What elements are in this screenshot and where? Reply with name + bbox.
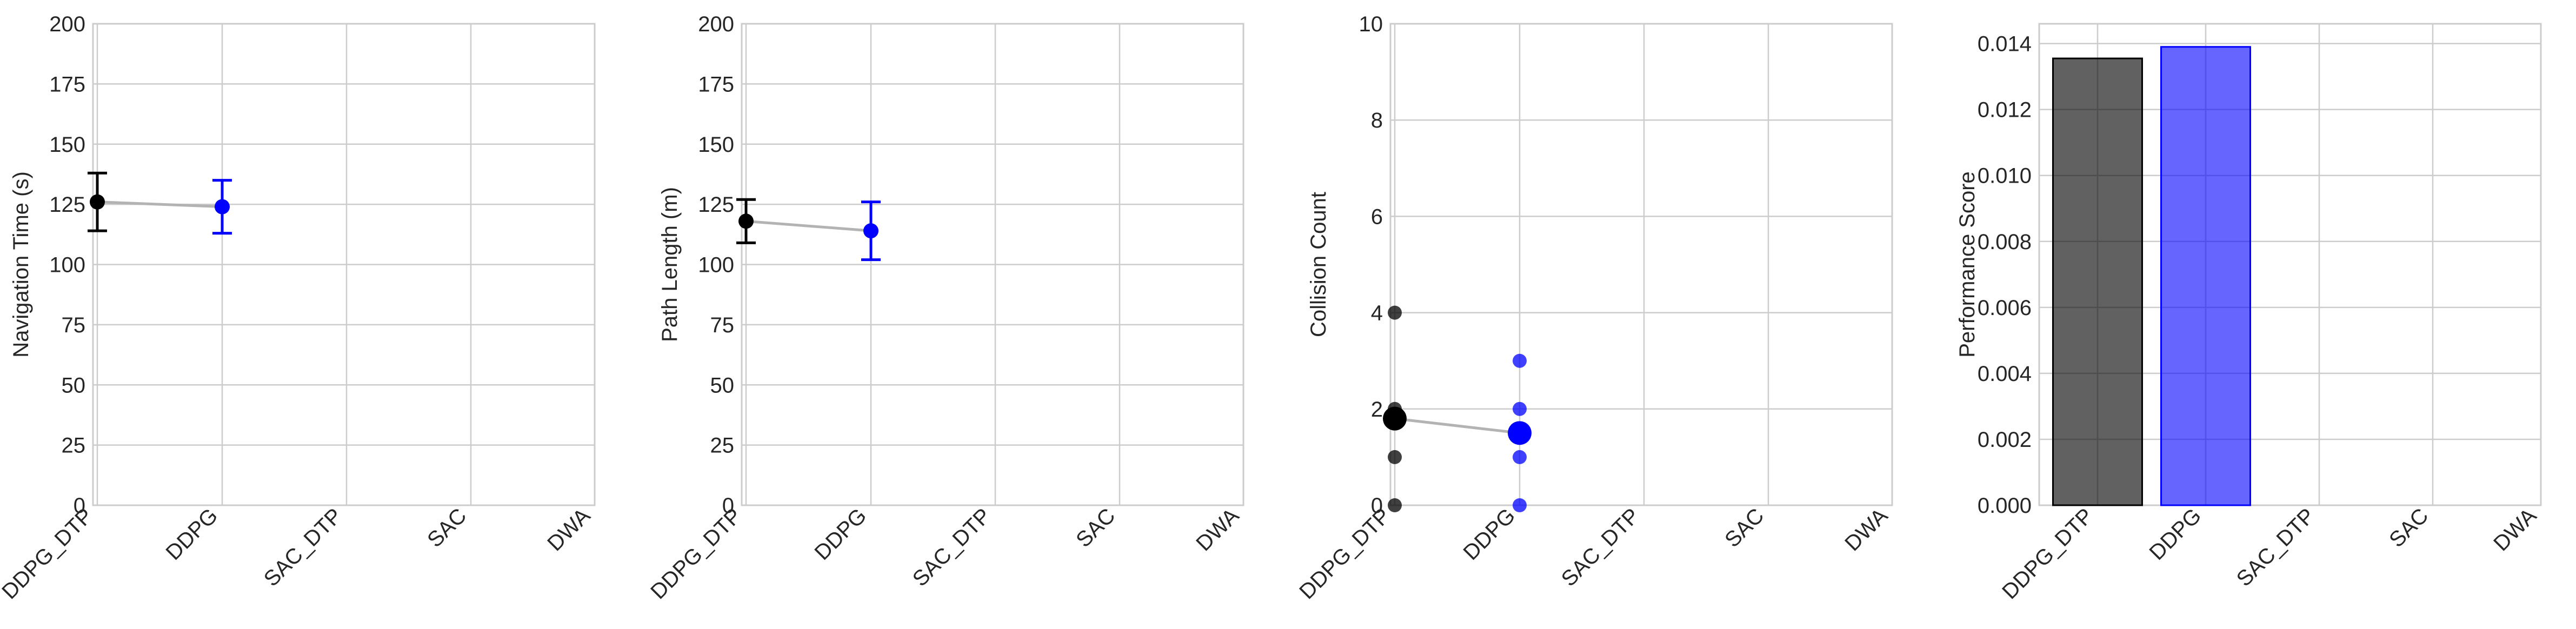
y-tick-label: 0.006 bbox=[1978, 296, 2032, 320]
panel-3: 0 2 4 6 8 10 DDPG_DTP DDPG SAC_DTP SAC DWA Collisio… bbox=[1295, 12, 1893, 604]
y-tick-label: 0.000 bbox=[1978, 494, 2032, 518]
x-tick-label: DDPG_DTP bbox=[646, 504, 746, 604]
trial-point-ddpg-dtp bbox=[1388, 305, 1402, 320]
y-tick-label: 125 bbox=[49, 193, 85, 217]
x-tick-label: SAC_DTP bbox=[2232, 504, 2320, 591]
x-tick-label: DWA bbox=[1192, 504, 1243, 556]
y-tick-label: 175 bbox=[698, 72, 734, 96]
mean-point-ddpg-dtp bbox=[1383, 406, 1407, 431]
x-tick-label: DDPG bbox=[810, 504, 871, 565]
x-tick-label: SAC_DTP bbox=[259, 504, 347, 591]
y-tick-label: 150 bbox=[698, 133, 734, 157]
bar-ddpg bbox=[2160, 46, 2251, 506]
y-tick-label: 0.010 bbox=[1978, 164, 2032, 188]
x-tick-label: DWA bbox=[2489, 504, 2541, 556]
x-tick-label: DDPG bbox=[2145, 504, 2206, 565]
y-tick-label: 0 bbox=[722, 494, 734, 518]
x-tick-label: DDPG bbox=[1459, 504, 1520, 565]
x-tick-label: SAC_DTP bbox=[1557, 504, 1645, 591]
x-tick-label: DDPG_DTP bbox=[1998, 504, 2098, 604]
y-tick-label: 0 bbox=[1371, 494, 1383, 518]
x-tick-label: DWA bbox=[543, 504, 595, 556]
mean-connector-line bbox=[1394, 417, 1520, 434]
x-tick-label: SAC bbox=[2385, 504, 2433, 552]
mean-connector-line bbox=[745, 219, 871, 232]
y-tick-label: 200 bbox=[49, 12, 85, 36]
mean-point-ddpg bbox=[863, 223, 878, 239]
mean-point-ddpg-dtp bbox=[90, 194, 105, 210]
x-tick-label: SAC_DTP bbox=[908, 504, 996, 591]
y-tick-label: 0.014 bbox=[1978, 32, 2032, 56]
y-tick-label: 10 bbox=[1359, 12, 1383, 36]
axes-frame bbox=[2038, 23, 2542, 506]
y-tick-label: 50 bbox=[62, 373, 86, 397]
mean-connector-line bbox=[97, 200, 223, 209]
mean-point-ddpg-dtp bbox=[738, 213, 754, 229]
x-tick-label: SAC bbox=[423, 504, 471, 552]
axes-frame bbox=[741, 23, 1244, 506]
trial-point-ddpg bbox=[1513, 450, 1527, 464]
trial-point-ddpg-dtp bbox=[1388, 450, 1402, 464]
y-tick-label: 175 bbox=[49, 72, 85, 96]
y-tick-label: 50 bbox=[710, 373, 735, 397]
axes-frame bbox=[1389, 23, 1893, 506]
x-tick-label: SAC bbox=[1071, 504, 1120, 552]
panel-1: 0 25 50 75 100 125 150 175 200 DDPG_DTP DDPG SAC_DT… bbox=[0, 12, 596, 604]
y-tick-label: 0.002 bbox=[1978, 428, 2032, 452]
y-axis-label: Collision Count bbox=[1307, 192, 1330, 337]
bar-ddpg-dtp bbox=[2052, 57, 2143, 506]
panel-4: 0.000 0.002 0.004 0.006 0.008 0.010 0.012 0.014… bbox=[1955, 23, 2542, 604]
y-tick-label: 8 bbox=[1371, 109, 1383, 132]
y-tick-label: 0.012 bbox=[1978, 98, 2032, 122]
y-tick-label: 0.004 bbox=[1978, 362, 2032, 386]
trial-point-ddpg bbox=[1513, 402, 1527, 416]
y-tick-label: 125 bbox=[698, 193, 734, 217]
y-tick-label: 75 bbox=[710, 313, 735, 337]
y-tick-label: 2 bbox=[1371, 398, 1383, 421]
y-tick-label: 100 bbox=[698, 253, 734, 277]
x-tick-label: SAC bbox=[1720, 504, 1768, 552]
y-tick-label: 100 bbox=[49, 253, 85, 277]
y-tick-label: 75 bbox=[62, 313, 86, 337]
y-tick-label: 25 bbox=[62, 434, 86, 458]
y-axis-label: Performance Score bbox=[1955, 171, 1979, 358]
mean-point-ddpg bbox=[1508, 421, 1532, 445]
x-tick-label: DDPG_DTP bbox=[0, 504, 97, 604]
x-tick-label: DDPG_DTP bbox=[1295, 504, 1395, 604]
axes-frame bbox=[92, 23, 596, 506]
panel-2: 0 25 50 75 100 125 150 175 200 DDPG_DTP DDPG SAC_DT… bbox=[646, 12, 1244, 604]
y-tick-label: 200 bbox=[698, 12, 734, 36]
trial-point-ddpg bbox=[1513, 353, 1527, 368]
mean-point-ddpg bbox=[215, 199, 230, 215]
trial-point-ddpg-dtp bbox=[1388, 498, 1402, 512]
y-tick-label: 4 bbox=[1371, 302, 1383, 325]
x-tick-label: DWA bbox=[1840, 504, 1892, 556]
y-tick-label: 0.008 bbox=[1978, 230, 2032, 254]
trial-point-ddpg bbox=[1513, 498, 1527, 512]
y-tick-label: 6 bbox=[1371, 205, 1383, 229]
y-axis-label: Navigation Time (s) bbox=[9, 171, 33, 358]
y-tick-label: 150 bbox=[49, 133, 85, 157]
y-tick-label: 0 bbox=[74, 494, 85, 518]
y-tick-label: 25 bbox=[710, 434, 735, 458]
x-tick-label: DDPG bbox=[162, 504, 223, 565]
y-axis-label: Path Length (m) bbox=[658, 187, 682, 342]
